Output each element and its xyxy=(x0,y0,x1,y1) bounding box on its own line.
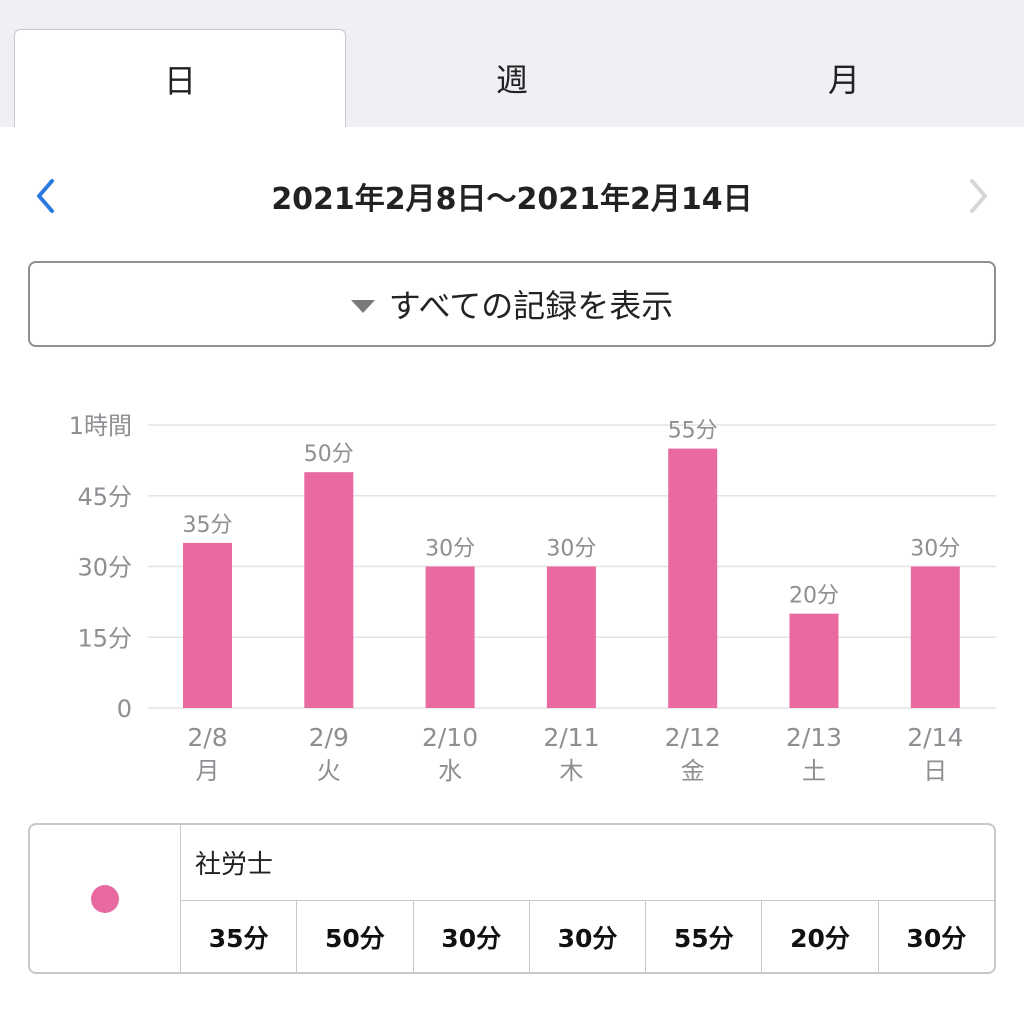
period-tab-bar: 日 週 月 xyxy=(0,0,1024,127)
x-weekday-label: 火 xyxy=(317,757,341,785)
prev-period-button[interactable] xyxy=(26,176,66,216)
record-filter-dropdown[interactable]: すべての記録を表示 xyxy=(28,261,996,347)
x-tick-label: 2/9 xyxy=(309,723,349,752)
daily-value-cell: 30分 xyxy=(412,901,529,972)
x-weekday-label: 金 xyxy=(681,757,705,785)
bar-value-label: 35分 xyxy=(183,513,233,538)
x-tick-label: 2/12 xyxy=(665,723,721,752)
tab-month-label: 月 xyxy=(827,61,860,99)
tab-day[interactable]: 日 xyxy=(14,29,346,127)
bar xyxy=(425,566,475,708)
daily-value-cell: 35分 xyxy=(208,923,269,953)
tab-week-label: 週 xyxy=(495,61,528,99)
tab-month[interactable]: 月 xyxy=(678,29,1010,127)
bar xyxy=(304,472,354,708)
y-tick-label: 30分 xyxy=(77,554,132,582)
next-period-button[interactable] xyxy=(958,176,998,216)
chevron-left-icon xyxy=(37,179,54,213)
tab-week[interactable]: 週 xyxy=(346,29,678,127)
bar-value-label: 30分 xyxy=(910,537,960,562)
tab-day-label: 日 xyxy=(163,61,196,100)
x-weekday-label: 月 xyxy=(196,757,220,785)
daily-value-cell: 30分 xyxy=(877,901,994,972)
bar-value-label: 50分 xyxy=(304,442,354,467)
x-tick-label: 2/11 xyxy=(543,723,599,752)
caret-down-icon xyxy=(350,299,375,313)
record-filter-label: すべての記録を表示 xyxy=(388,287,674,325)
category-daily-values: 35分 50分 30分 30分 55分 20分 30分 xyxy=(181,901,994,972)
category-color-dot xyxy=(91,884,119,913)
y-tick-label: 0 xyxy=(117,695,132,723)
bar-value-label: 30分 xyxy=(546,537,596,562)
x-tick-label: 2/10 xyxy=(422,723,478,752)
daily-study-time-chart: 0 15分 30分 45分 1時間 35分 2/8 月 50分 2/9 火 30分 2/10 水 30分 2/… xyxy=(69,412,996,785)
daily-value-cell: 30分 xyxy=(528,901,645,972)
bar-value-label: 30分 xyxy=(425,537,475,562)
x-tick-label: 2/13 xyxy=(786,723,842,752)
y-tick-label: 45分 xyxy=(77,483,132,511)
x-tick-label: 2/14 xyxy=(907,723,963,752)
daily-value-cell: 50分 xyxy=(296,901,412,972)
bar xyxy=(668,448,718,708)
x-weekday-label: 土 xyxy=(802,757,826,785)
daily-value-cell: 20分 xyxy=(761,901,877,972)
bar-value-label: 20分 xyxy=(789,584,839,609)
category-color-cell xyxy=(30,825,181,972)
x-weekday-label: 水 xyxy=(438,757,462,785)
date-range-title: 2021年2月8日〜2021年2月14日 xyxy=(271,182,753,217)
chevron-right-icon xyxy=(970,179,987,213)
y-tick-label: 15分 xyxy=(77,624,132,652)
category-name: 社労士 xyxy=(181,825,994,901)
x-tick-label: 2/8 xyxy=(187,723,227,752)
x-weekday-label: 日 xyxy=(923,757,947,785)
bar xyxy=(183,542,232,708)
bar xyxy=(910,566,960,708)
bar xyxy=(789,613,839,708)
y-tick-label: 1時間 xyxy=(69,412,132,440)
bar-value-label: 55分 xyxy=(668,419,718,444)
x-weekday-label: 木 xyxy=(559,757,583,785)
daily-value-cell: 55分 xyxy=(645,901,761,972)
category-summary-table: 社労士 35分 50分 30分 30分 55分 20分 30分 xyxy=(28,823,996,974)
bar xyxy=(546,566,596,708)
